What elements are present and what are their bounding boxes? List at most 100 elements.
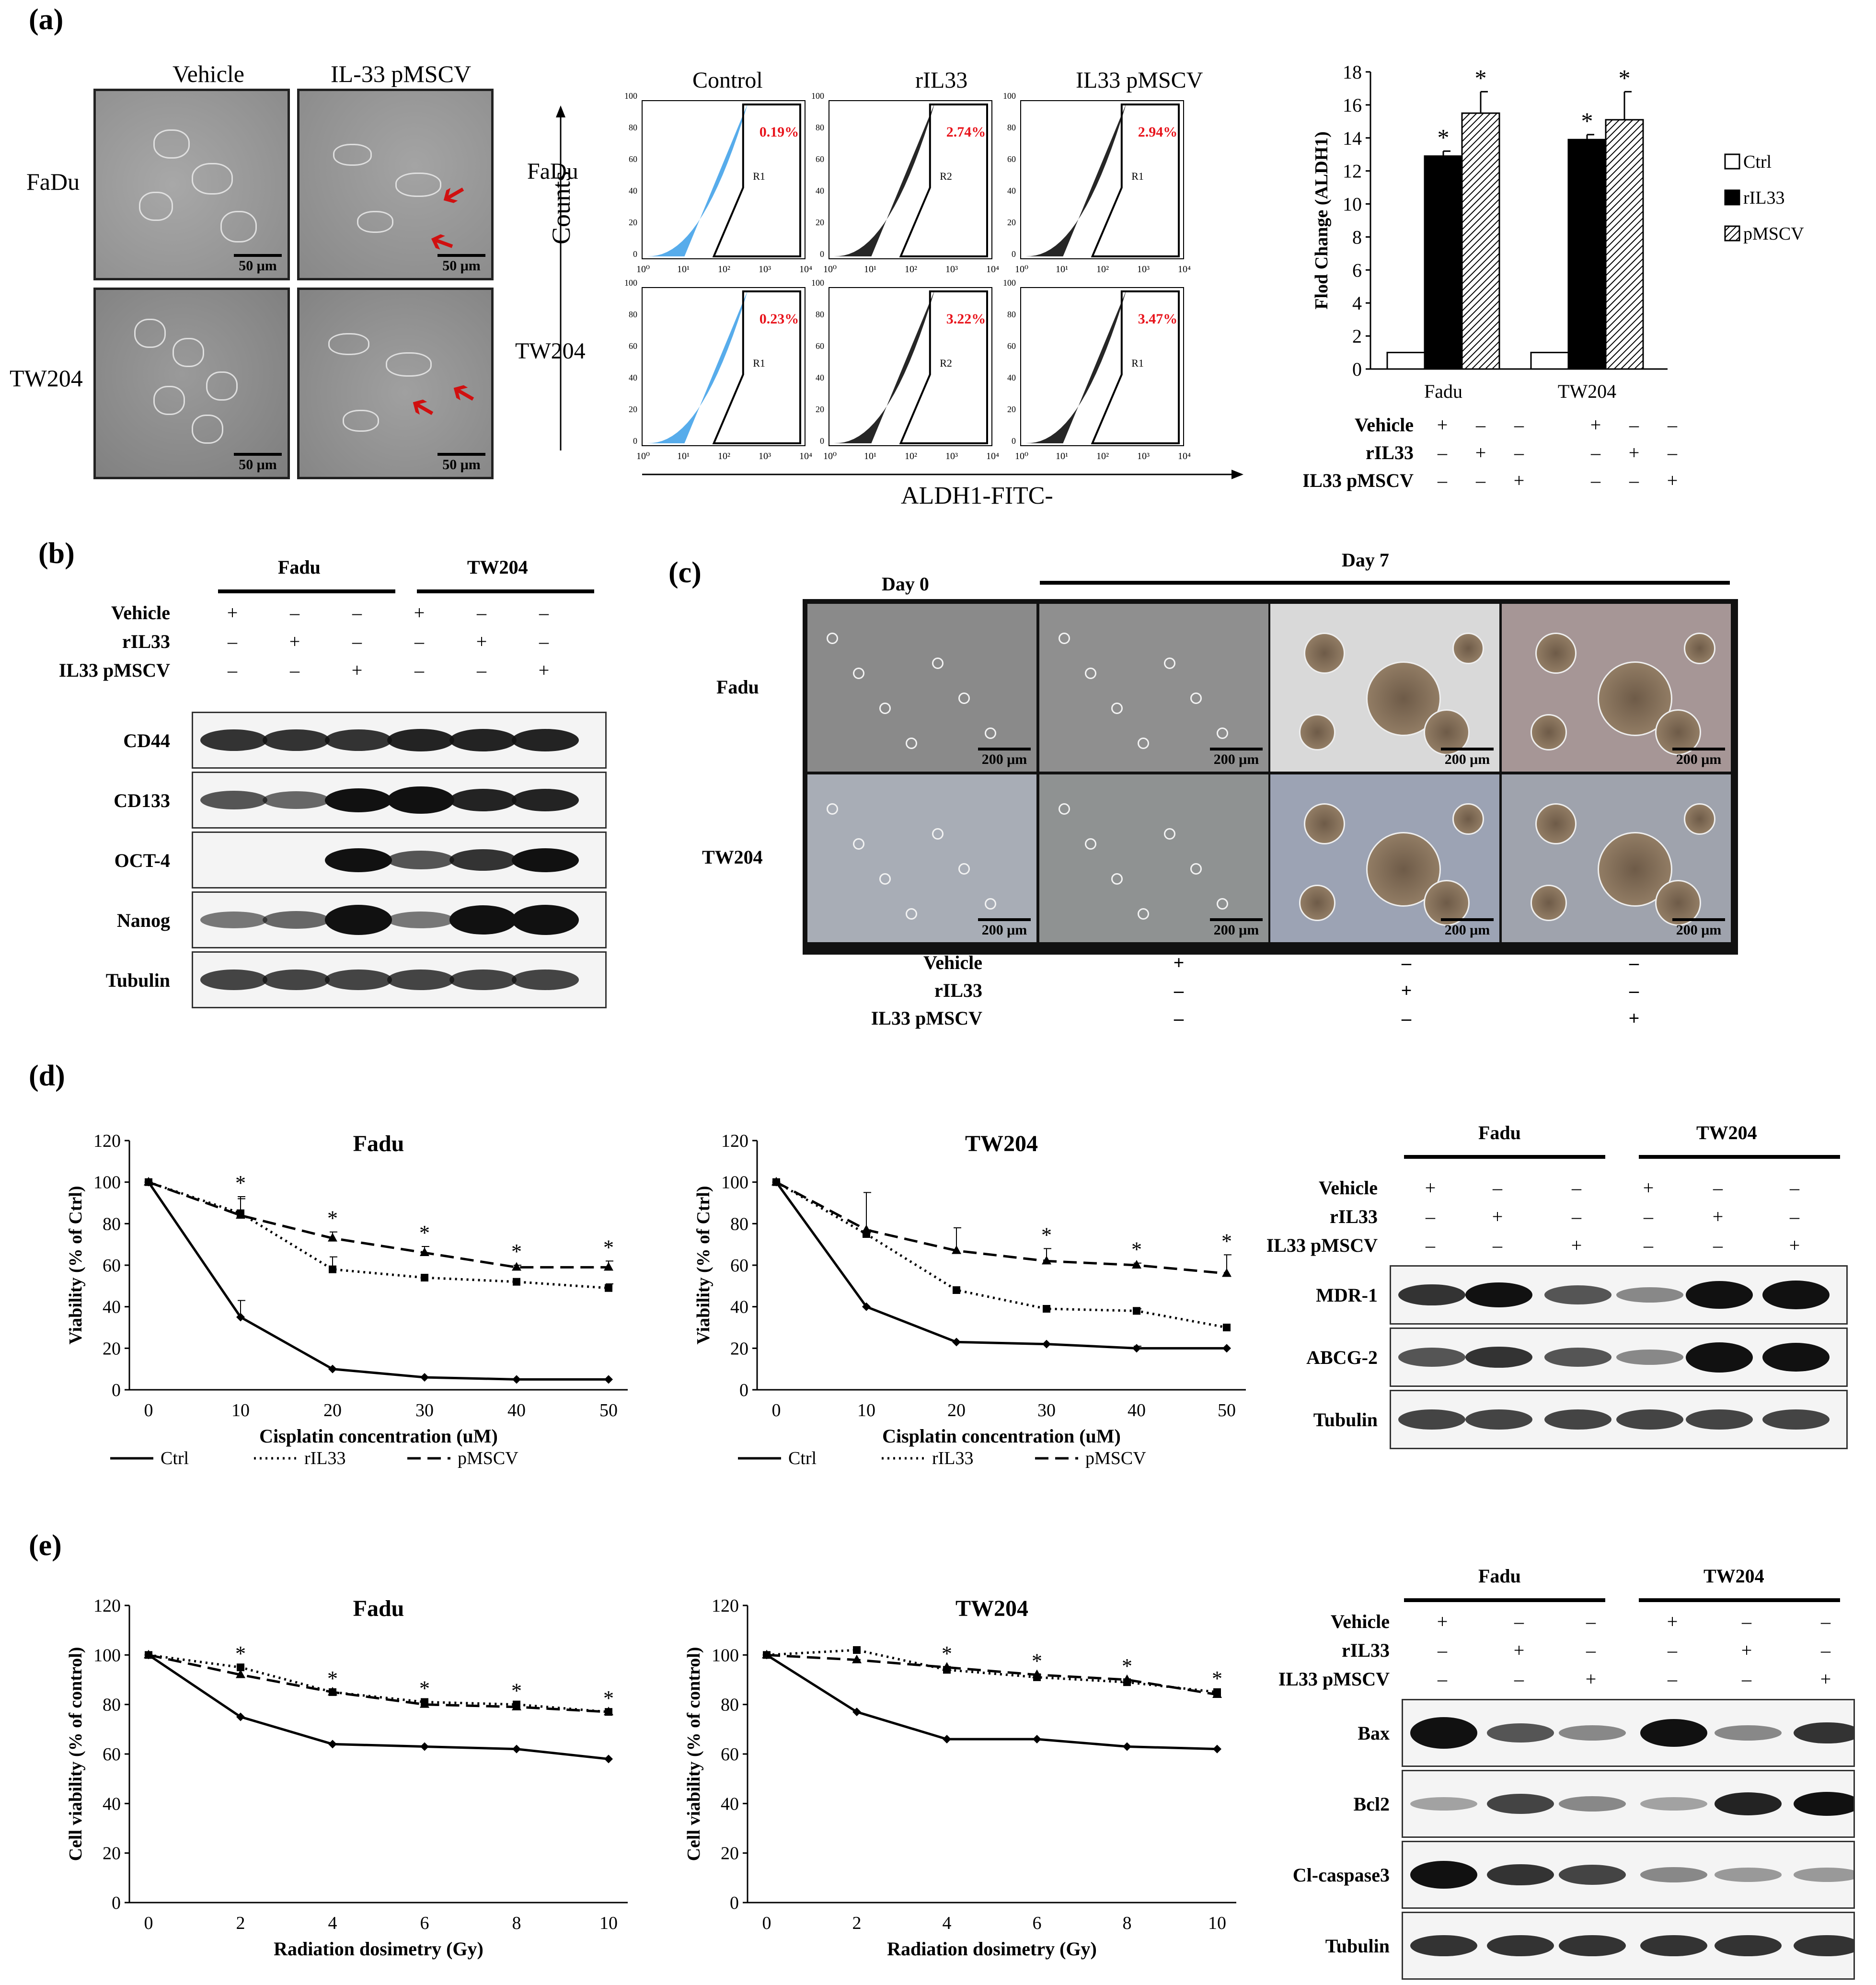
x-tick-label: 40 <box>1128 1400 1146 1420</box>
treatment-mark: – <box>1426 1235 1435 1256</box>
single-cell <box>1217 727 1228 739</box>
flow-x-tick: 10⁰ <box>636 264 650 275</box>
scale-bar: 50 μm <box>234 254 282 274</box>
x-tick-label: 6 <box>1033 1913 1042 1933</box>
flow-y-tick: 20 <box>629 404 637 414</box>
scale-bar-line <box>1441 748 1494 750</box>
x-category-label: TW204 <box>1558 381 1616 402</box>
treatment-mark: – <box>352 602 362 623</box>
treatment-mark: – <box>1790 1177 1799 1199</box>
blot-band <box>1398 1348 1465 1367</box>
data-point <box>604 1707 613 1716</box>
treatment-mark: – <box>1475 470 1486 491</box>
panel-label-e: (e) <box>29 1529 62 1562</box>
treatment-mark: + <box>1401 980 1412 1001</box>
treatment-row-label: IL33 pMSCV <box>1266 1235 1378 1256</box>
y-tick-label: 0 <box>739 1380 748 1400</box>
blot-group-label: TW204 <box>467 556 528 578</box>
flow-x-tick: 10² <box>718 264 730 275</box>
tumor-sphere <box>1304 803 1345 844</box>
sphere-day7-line <box>1040 581 1730 585</box>
sphere-image: 200 μm <box>806 773 1038 944</box>
flow-y-tick: 80 <box>1007 310 1016 319</box>
blot-group-label: TW204 <box>1696 1122 1757 1143</box>
sphere-image: 200 μm <box>806 602 1038 773</box>
x-tick-label: 0 <box>144 1913 153 1933</box>
scale-bar: 200 μm <box>1672 748 1725 768</box>
data-point <box>1213 1744 1221 1754</box>
flow-row-label-fadu: FaDu <box>527 159 578 184</box>
red-arrow-icon: ➔ <box>443 373 483 415</box>
flow-x-tick: 10³ <box>759 451 771 462</box>
chart-title: TW204 <box>955 1596 1028 1621</box>
protein-label: Tubulin <box>105 969 170 991</box>
y-tick-label: 40 <box>103 1297 121 1317</box>
y-tick-label: 2 <box>1352 325 1362 347</box>
x-tick-label: 2 <box>236 1913 245 1933</box>
y-tick-label: 14 <box>1343 127 1362 149</box>
y-tick-label: 16 <box>1343 94 1362 116</box>
scale-bar-line <box>1210 748 1263 750</box>
series-line <box>148 1181 609 1269</box>
scale-bar-line <box>1441 918 1494 921</box>
blot-strip <box>192 891 607 948</box>
treatment-mark: – <box>1438 1668 1447 1690</box>
data-point <box>1222 1268 1231 1277</box>
y-tick-label: 80 <box>730 1214 748 1234</box>
flow-y-tick: 20 <box>1007 404 1016 414</box>
y-tick-label: 0 <box>112 1893 121 1913</box>
single-cell <box>1085 668 1096 679</box>
flow-x-tick: 10² <box>1096 451 1109 462</box>
tumor-sphere <box>1452 803 1484 835</box>
scale-bar-label: 200 μm <box>1444 751 1490 767</box>
flow-x-tick: 10⁰ <box>1015 451 1028 462</box>
treatment-mark: – <box>1174 980 1184 1001</box>
treatment-mark: – <box>1668 1668 1677 1690</box>
flow-gate-percent: 0.19% <box>760 124 799 140</box>
y-tick-label: 100 <box>93 1645 121 1665</box>
treatment-mark: – <box>1629 980 1639 1001</box>
data-point <box>1033 1735 1041 1743</box>
flow-x-tick: 10² <box>1096 264 1109 275</box>
treatment-mark: + <box>1629 442 1640 463</box>
significance-star: * <box>1438 124 1450 150</box>
treatment-mark: – <box>228 631 237 652</box>
single-cell <box>1138 908 1149 920</box>
panel-label-d: (d) <box>29 1060 65 1092</box>
flow-y-tick: 40 <box>629 373 637 382</box>
scale-bar-line <box>1672 918 1725 921</box>
blot-band <box>1559 1725 1626 1741</box>
blot-band <box>1487 1723 1554 1743</box>
data-point <box>604 1262 613 1271</box>
blot-band <box>1410 1797 1477 1811</box>
protein-label: Bax <box>1358 1722 1390 1744</box>
blot-band <box>1616 1350 1683 1365</box>
legend-label: Ctrl <box>1743 152 1772 172</box>
scale-bar: 200 μm <box>1210 748 1263 768</box>
flow-x-tick: 10³ <box>759 264 771 275</box>
y-tick-label: 60 <box>721 1744 739 1765</box>
data-point <box>328 1233 337 1242</box>
treatment-mark: + <box>1789 1235 1800 1256</box>
treatment-mark: + <box>1514 470 1525 491</box>
radiation-chart-tw204: 0 20 40 60 80 100 120 0 2 4 6 8 10 TW204 Radiation dos… <box>684 1596 1236 1960</box>
legend-swatch <box>1724 189 1740 206</box>
flow-x-tick: 10⁰ <box>823 264 837 275</box>
data-point <box>952 1245 961 1254</box>
sphere-day0-label: Day 0 <box>882 573 929 595</box>
treatment-row-label: Vehicle <box>111 602 170 623</box>
series-line <box>148 1653 609 1713</box>
data-point <box>604 1375 613 1384</box>
blot-band <box>1398 1409 1465 1430</box>
blot-band <box>1559 1935 1626 1957</box>
sphere-image: 200 μm <box>1268 602 1501 773</box>
treatment-mark: – <box>539 602 549 623</box>
legend-label: rIL33 <box>1743 188 1785 208</box>
blot-band <box>387 728 454 752</box>
treatment-mark: + <box>1585 1668 1597 1690</box>
flow-x-tick: 10¹ <box>864 451 876 462</box>
blot-strip <box>1402 1699 1855 1767</box>
data-point <box>144 1177 153 1186</box>
blot-group-line <box>1639 1155 1840 1159</box>
treatment-mark: – <box>1572 1177 1581 1199</box>
